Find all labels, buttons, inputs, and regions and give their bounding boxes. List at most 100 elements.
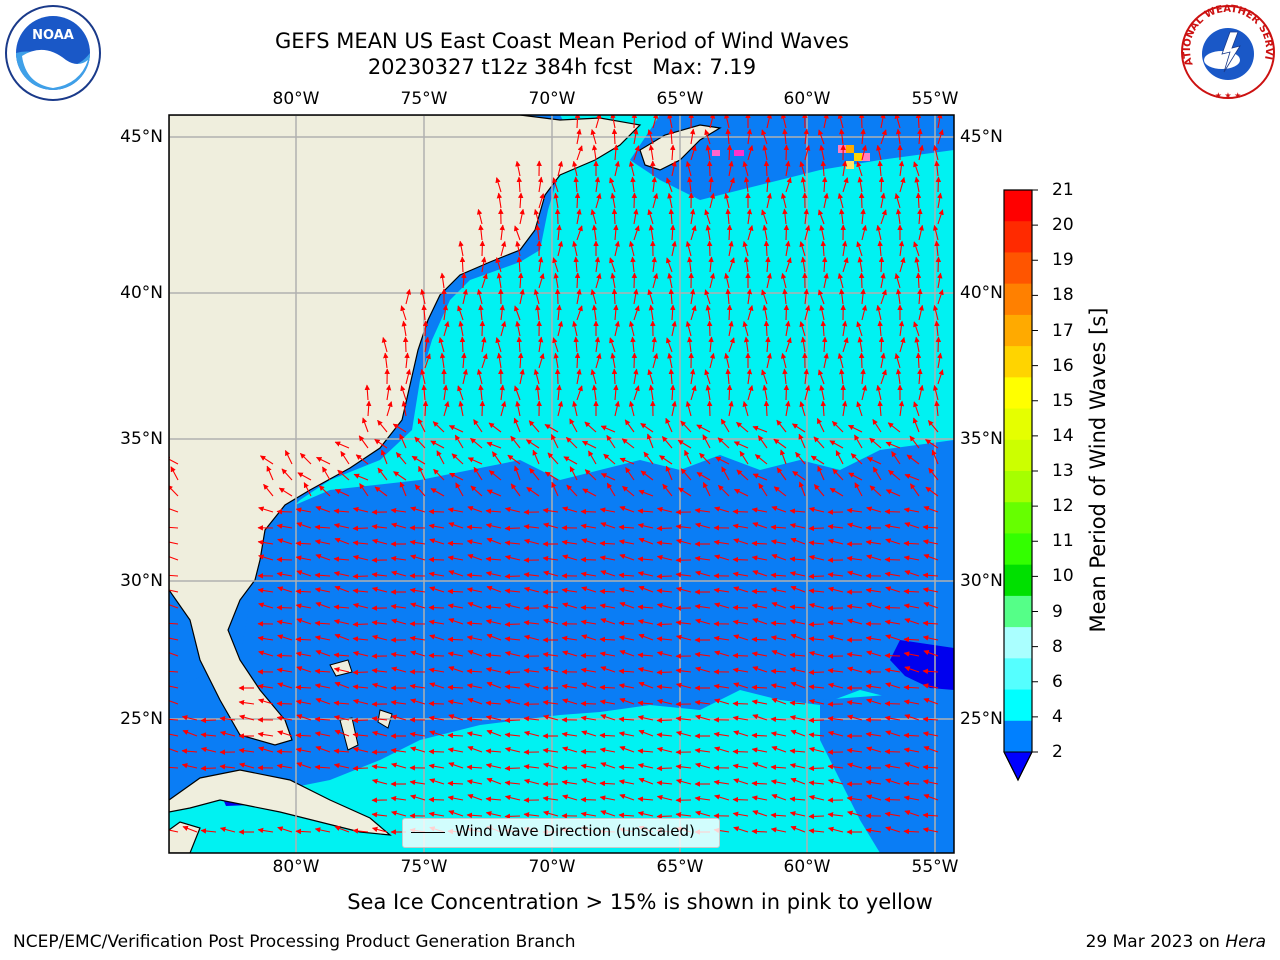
wind-wave-arrow [637,604,654,610]
wind-wave-arrow [486,633,502,641]
wind-wave-arrow [637,652,654,658]
wind-wave-arrow [633,145,640,161]
wind-wave-arrow [839,128,845,145]
wind-wave-arrow [542,603,559,610]
wind-wave-arrow [765,256,771,273]
wind-wave-arrow [789,667,806,673]
wind-wave-arrow [495,337,502,353]
wind-wave-arrow [821,336,828,353]
wind-wave-arrow [315,505,331,513]
colorbar-tick-11: 10 [1052,566,1074,587]
wind-wave-arrow [922,635,939,641]
wind-wave-arrow [895,208,902,225]
wind-wave-arrow [580,667,597,673]
wind-wave-arrow [770,539,787,545]
wind-wave-arrow [473,466,483,481]
wind-wave-arrow [808,540,825,546]
wind-wave-arrow [780,272,787,289]
wind-wave-arrow [880,192,886,209]
wind-wave-arrow [535,304,541,321]
wind-wave-arrow [858,352,865,369]
wind-wave-arrow [461,272,467,289]
wind-wave-arrow [467,457,483,465]
wind-wave-arrow [591,304,598,321]
wind-wave-arrow [638,633,654,641]
wind-wave-arrow [880,129,887,145]
wind-wave-arrow [633,368,639,385]
wind-wave-arrow [169,622,179,625]
wind-wave-arrow [628,320,635,337]
wind-wave-arrow [866,650,882,657]
wind-wave-arrow [877,320,883,337]
wind-wave-arrow [689,288,696,305]
wind-wave-arrow [705,304,711,321]
wind-wave-arrow [894,115,901,129]
wind-wave-arrow [847,666,863,673]
lat-tick-left-3: 30°N [120,571,163,591]
wind-wave-arrow [861,384,868,401]
wind-wave-arrow [574,272,581,289]
wind-wave-arrow [315,553,331,561]
wind-wave-arrow [430,488,445,497]
wind-wave-arrow [742,321,749,337]
wind-wave-arrow [486,585,502,593]
wind-wave-arrow [732,556,749,563]
wind-wave-arrow [743,336,750,353]
wind-wave-arrow [846,555,863,562]
wind-wave-arrow [752,473,768,481]
wind-wave-arrow [829,487,844,497]
wind-wave-arrow [169,456,179,465]
wind-wave-arrow [630,336,636,353]
wind-wave-arrow [543,618,559,625]
wind-wave-arrow [695,618,711,625]
wind-wave-arrow [647,369,654,385]
wind-wave-arrow [447,636,464,643]
wind-wave-arrow [276,556,293,563]
wind-wave-arrow [813,484,825,497]
wind-wave-arrow [876,224,882,241]
wind-wave-arrow [785,240,791,257]
wind-wave-arrow [428,571,445,577]
wind-wave-arrow [537,176,544,193]
chart-title-line-1: GEFS MEAN US East Coast Mean Period of W… [275,29,849,53]
wind-wave-arrow [414,484,426,497]
wind-wave-arrow [771,601,787,609]
wind-wave-arrow [581,538,597,545]
wind-wave-arrow [704,129,711,145]
wind-wave-arrow [725,288,731,305]
wind-wave-arrow [258,506,274,513]
wind-wave-arrow [436,450,445,465]
wind-wave-arrow [599,603,616,609]
wind-wave-arrow [580,556,597,563]
wind-wave-arrow [751,780,768,787]
wind-wave-arrow [618,668,635,675]
wind-wave-arrow [314,668,331,675]
wind-wave-arrow [709,272,716,289]
lon-tick-bottom-1: 75°W [400,857,448,877]
wind-wave-arrow [885,586,901,593]
wind-wave-arrow [519,368,525,385]
wind-wave-arrow [495,257,502,273]
wind-wave-arrow [556,224,562,241]
wind-wave-arrow [628,240,635,257]
wind-wave-arrow [804,144,811,161]
colorbar-label: Mean Period of Wind Waves [s] [1086,307,1110,633]
wind-wave-arrow [884,508,901,515]
wind-wave-arrow [648,144,655,161]
wind-wave-arrow [619,457,635,465]
wind-wave-arrow [276,523,293,529]
wind-wave-arrow [504,813,521,820]
wind-wave-arrow [169,505,179,513]
wind-wave-arrow [580,796,597,803]
wind-wave-arrow [485,667,502,673]
wind-wave-arrow [552,177,559,193]
wind-wave-arrow [776,419,787,433]
wind-wave-arrow [789,523,806,529]
wind-wave-arrow [314,572,331,579]
wind-wave-arrow [618,572,635,579]
wind-wave-arrow [618,587,635,593]
wind-wave-arrow [877,400,883,417]
wind-wave-arrow [935,176,942,193]
colorbar-segment-3 [1004,283,1032,316]
wind-wave-arrow [848,472,863,481]
